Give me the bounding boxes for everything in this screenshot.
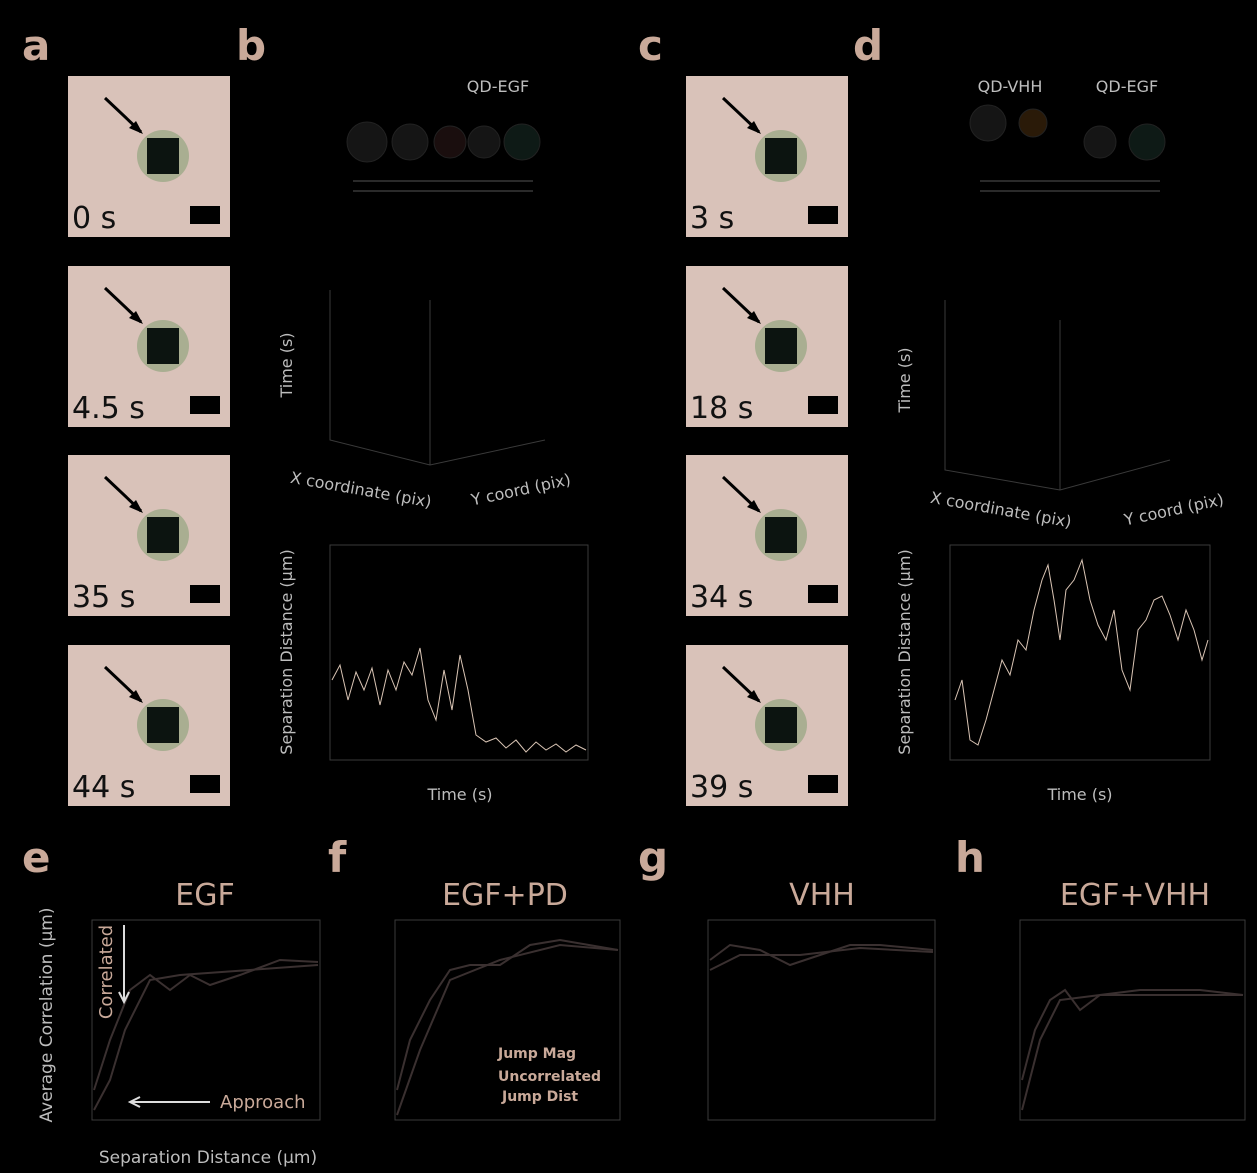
panel-label: d: [853, 21, 883, 70]
time-label: 4.5 s: [72, 391, 145, 426]
time-label: 0 s: [72, 201, 116, 236]
probe-schematic: [346, 121, 541, 192]
legend-entry: Jump Mag: [497, 1046, 576, 1062]
probe-label: QD-EGF: [467, 77, 529, 96]
panel-label: c: [638, 21, 663, 70]
arrow-head: [127, 1096, 141, 1108]
spot: [147, 328, 179, 364]
spot: [147, 517, 179, 553]
image-tiles: 0 s 4.5 s 35 s 44 s 3 s 18 s 34 s 39 s: [68, 76, 848, 806]
scale-bar: [190, 206, 220, 224]
axis-label: Separation Distance (µm): [277, 549, 296, 754]
spot: [765, 138, 797, 174]
plot-frame: [707, 919, 936, 1121]
panel-label: f: [328, 833, 347, 882]
arrow-head: [747, 690, 761, 703]
panel-label: e: [22, 833, 51, 882]
arrow-head: [747, 500, 761, 513]
scale-bar: [190, 585, 220, 603]
time-label: 3 s: [690, 201, 734, 236]
axis-label: Time (s): [895, 347, 914, 413]
axis-label: Time (s): [277, 332, 296, 398]
time-label: 18 s: [690, 391, 753, 426]
annotation: Correlated: [96, 925, 117, 1019]
arrow-head: [129, 121, 143, 134]
arrow-head: [747, 311, 761, 324]
axis-label: Average Correlation (µm): [37, 908, 57, 1123]
scale-bar: [190, 396, 220, 414]
scale-bar: [808, 585, 838, 603]
plot-frame: [91, 919, 321, 1121]
spot: [765, 517, 797, 553]
scale-bar: [808, 396, 838, 414]
spot: [147, 138, 179, 174]
panel-label: h: [955, 833, 985, 882]
arrow-head: [129, 500, 143, 513]
plot-frame: [949, 544, 1211, 761]
time-label: 34 s: [690, 580, 753, 615]
arrow-head: [118, 991, 130, 1005]
axes-3d: [329, 290, 546, 466]
plot-title: VHH: [789, 878, 855, 913]
spot: [147, 707, 179, 743]
legend-entry: Jump Dist: [501, 1089, 578, 1105]
spot: [765, 707, 797, 743]
legend-entry: Uncorrelated: [498, 1069, 601, 1085]
panel-label: a: [22, 21, 50, 70]
arrow-head: [129, 690, 143, 703]
curves: [93, 938, 1244, 1116]
axis-label: Separation Distance (µm): [895, 549, 914, 754]
plot-frame: [1019, 919, 1246, 1121]
plot-frame: [394, 919, 621, 1121]
plot-title: EGF+VHH: [1060, 878, 1210, 913]
arrow-head: [129, 311, 143, 324]
panel-label: b: [236, 21, 266, 70]
scale-bar: [808, 775, 838, 793]
plot-title: EGF+PD: [442, 878, 568, 913]
plot-title: EGF: [175, 878, 234, 913]
trace: [331, 647, 587, 753]
annotation: Approach: [220, 1092, 306, 1113]
plot-frame: [329, 544, 589, 761]
trace: [954, 558, 1209, 746]
axis-label: Separation Distance (µm): [99, 1148, 317, 1168]
axes-3d: [944, 300, 1171, 491]
spot: [765, 328, 797, 364]
time-label: 35 s: [72, 580, 135, 615]
arrow-head: [747, 121, 761, 134]
time-label: 39 s: [690, 770, 753, 805]
axis-label: Time (s): [426, 785, 492, 804]
panel-label: g: [638, 833, 668, 882]
scale-bar: [808, 206, 838, 224]
scale-bar: [190, 775, 220, 793]
probe-schematic: [969, 104, 1166, 192]
probe-label: QD-EGF: [1096, 77, 1158, 96]
axis-label: Time (s): [1046, 785, 1112, 804]
probe-label: QD-VHH: [978, 77, 1043, 96]
time-label: 44 s: [72, 770, 135, 805]
